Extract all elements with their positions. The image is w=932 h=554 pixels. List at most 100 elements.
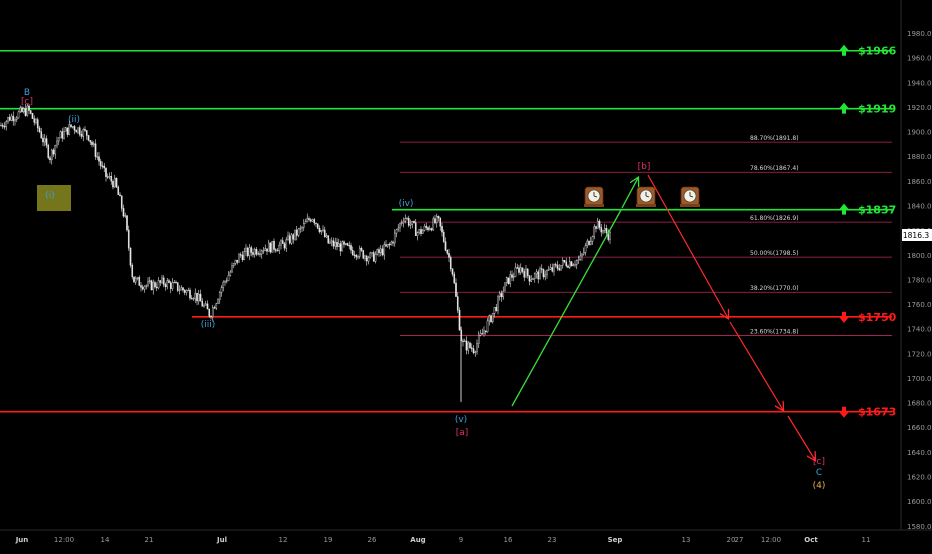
- candle-body: [14, 119, 16, 122]
- projection-arrow-down-1[interactable]: [647, 174, 728, 318]
- clock-base: [636, 204, 656, 207]
- candle-body: [274, 249, 277, 251]
- candle-body: [432, 218, 435, 231]
- projection-arrow-up[interactable]: [511, 209, 622, 407]
- candle-body: [12, 115, 15, 122]
- candle-body: [469, 342, 471, 348]
- wave-label[interactable]: [c]: [21, 97, 33, 107]
- fib-level-label: 38.20%(1770.0): [750, 285, 799, 292]
- wave-label[interactable]: C: [816, 468, 822, 478]
- candle-body: [593, 226, 596, 237]
- candle-body: [98, 156, 100, 162]
- time-tick-label: 19: [324, 536, 333, 544]
- candle-body: [467, 342, 470, 351]
- wave-label[interactable]: (v): [455, 415, 467, 425]
- candle-body: [222, 281, 225, 288]
- candle-body: [376, 249, 379, 255]
- projection-arrow-up-2[interactable]: [621, 178, 638, 209]
- candle-body: [33, 118, 36, 123]
- candle-body: [189, 289, 191, 299]
- candle-body: [7, 117, 9, 122]
- candle-body: [113, 177, 116, 188]
- wave-label[interactable]: (iii): [201, 320, 216, 330]
- candle-body: [414, 222, 417, 236]
- candle-body: [488, 315, 491, 322]
- candle-body: [126, 215, 128, 231]
- candle-body: [330, 240, 333, 243]
- candle-body: [316, 223, 319, 229]
- candle-body: [518, 267, 520, 273]
- candle-body: [89, 140, 92, 143]
- candle-body: [346, 243, 349, 246]
- wave-label[interactable]: (ii): [68, 115, 80, 125]
- candle-body: [285, 239, 288, 249]
- price-tick-label: 1740.0: [907, 326, 932, 334]
- candle-body: [24, 108, 27, 116]
- candle-body: [350, 245, 352, 251]
- candle-body: [481, 333, 484, 335]
- candle-body: [201, 300, 204, 307]
- candle-body: [369, 252, 372, 259]
- price-tick-label: 1640.0: [907, 449, 932, 457]
- time-tick-label: Jul: [216, 536, 227, 544]
- wave-label[interactable]: (i): [45, 191, 55, 201]
- candle-body: [446, 250, 449, 254]
- candle-body: [425, 225, 428, 228]
- candle-body: [458, 309, 461, 331]
- candle-body: [355, 254, 358, 258]
- candle-body: [572, 264, 575, 267]
- candle-body: [264, 248, 267, 251]
- candle-body: [164, 284, 167, 287]
- price-tick-label: 1900.0: [907, 129, 932, 137]
- candle-body: [507, 277, 510, 284]
- candle-body: [217, 299, 219, 304]
- candle-body: [404, 218, 407, 222]
- wave-i-highlight-box[interactable]: [37, 185, 71, 211]
- candle-body: [309, 219, 312, 222]
- wave-label[interactable]: [b]: [638, 162, 651, 172]
- candle-body: [187, 289, 190, 292]
- candle-body: [495, 307, 498, 311]
- projection-arrow-down-2[interactable]: [729, 321, 783, 410]
- time-tick-label: 27: [735, 536, 744, 544]
- fib-level-label: 78.60%(1867.4): [750, 165, 799, 172]
- candle-body: [28, 105, 30, 111]
- wave-label[interactable]: B: [24, 88, 30, 98]
- time-axis[interactable]: Jun 12:00 14 21 Jul 12 19 26 Aug 9 16 23 Sep 13 20 27 12…: [0, 529, 932, 544]
- candle-body: [38, 127, 41, 132]
- candle-body: [344, 243, 347, 245]
- candle-body: [497, 296, 499, 311]
- candle-body: [236, 259, 239, 263]
- candle-body: [204, 303, 207, 306]
- candle-body: [437, 215, 440, 219]
- candle-body: [133, 276, 135, 283]
- candle-body: [224, 281, 226, 283]
- time-tick-label: Oct: [804, 536, 818, 544]
- candle-body: [530, 279, 533, 282]
- projection-arrow-down-3[interactable]: [787, 415, 815, 460]
- candle-body: [570, 261, 573, 267]
- candle-body: [551, 267, 554, 272]
- wave-label[interactable]: [a]: [456, 428, 469, 438]
- price-axis[interactable]: 1980.0 1960.0 1940.0 1920.0 1900.0 1880.0 1860…: [900, 0, 932, 531]
- wave-label[interactable]: (iv): [399, 199, 414, 209]
- candle-body: [288, 235, 291, 244]
- candle-body: [106, 176, 109, 178]
- candle-body: [122, 208, 125, 217]
- candle-body: [465, 340, 468, 351]
- candle-body: [124, 215, 127, 217]
- wave-label[interactable]: (4): [813, 481, 826, 491]
- candle-body: [245, 247, 247, 252]
- price-tick-label: 1700.0: [907, 375, 932, 383]
- candle-body: [63, 130, 65, 139]
- candle-body: [532, 278, 534, 281]
- candle-body: [85, 130, 88, 136]
- candle-body: [208, 308, 211, 317]
- candle-body: [406, 217, 408, 220]
- wave-label[interactable]: [c]: [813, 457, 825, 467]
- candle-body: [474, 351, 477, 353]
- time-tick-label: 14: [101, 536, 110, 544]
- candle-body: [512, 276, 515, 278]
